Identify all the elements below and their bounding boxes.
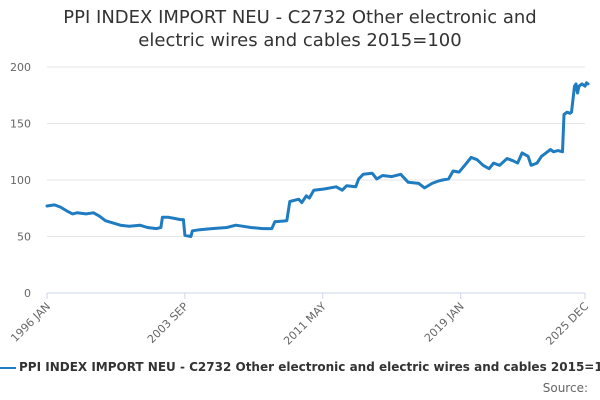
y-tick-label: 200: [10, 61, 31, 74]
y-tick-label: 150: [10, 118, 31, 131]
y-tick-label: 50: [17, 231, 31, 244]
legend[interactable]: PPI INDEX IMPORT NEU - C2732 Other elect…: [0, 360, 600, 378]
x-tick-label: 2025 DEC: [543, 300, 591, 348]
legend-line-marker: [0, 366, 16, 369]
x-tick-label: 2003 SEP: [145, 300, 191, 346]
x-tick-label: 2011 MAY: [281, 300, 329, 348]
chart-title-line-2: electric wires and cables 2015=100: [138, 30, 462, 51]
y-axis: 0 50 100 150 200: [10, 61, 31, 300]
source-label: Source:: [542, 381, 588, 395]
x-tick-label: 1996 JAN: [8, 300, 53, 345]
series-line: [45, 81, 590, 238]
gridlines: [47, 66, 585, 237]
x-tick-label: 2019 JAN: [422, 300, 467, 345]
chart-title: PPI INDEX IMPORT NEU - C2732 Other elect…: [0, 6, 600, 52]
series-group: [45, 81, 590, 238]
y-tick-label: 100: [10, 174, 31, 187]
legend-item[interactable]: PPI INDEX IMPORT NEU - C2732 Other elect…: [0, 360, 600, 374]
y-tick-label: 0: [24, 287, 31, 300]
x-axis: 1996 JAN 2003 SEP 2011 MAY 2019 JAN 2025 DEC: [8, 292, 591, 348]
legend-label: PPI INDEX IMPORT NEU - C2732 Other elect…: [19, 360, 600, 374]
chart-title-line-1: PPI INDEX IMPORT NEU - C2732 Other elect…: [63, 7, 537, 28]
